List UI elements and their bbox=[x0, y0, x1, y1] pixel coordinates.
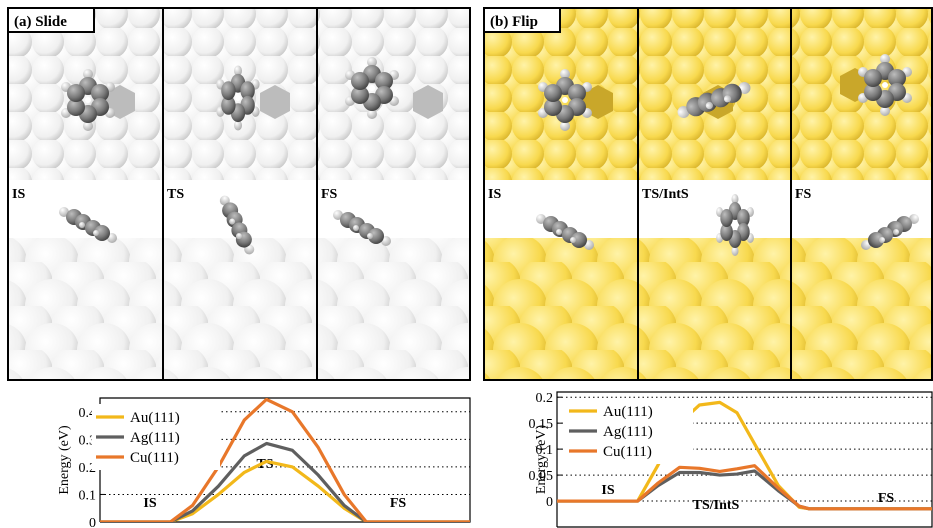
annotation: FS bbox=[390, 496, 407, 511]
annotation: TS/IntS bbox=[693, 498, 740, 513]
frame-label: IS bbox=[12, 187, 25, 202]
y-axis-label: Energy (eV) bbox=[534, 425, 549, 495]
frame-label: FS bbox=[321, 187, 338, 202]
figure: (a) Slide IS TS FS (b) Flip IS TS/IntS F… bbox=[0, 0, 933, 528]
legend-label: Cu(111) bbox=[603, 444, 652, 460]
annotation: IS bbox=[601, 483, 614, 498]
y-tick-label: 0 bbox=[89, 516, 96, 528]
annotation: FS bbox=[878, 491, 895, 506]
legend-label: Au(111) bbox=[130, 410, 180, 426]
legend-label: Ag(111) bbox=[603, 424, 653, 440]
y-tick-label: 0 bbox=[546, 495, 553, 510]
frame-label: FS bbox=[795, 187, 812, 202]
legend-label: Ag(111) bbox=[130, 430, 180, 446]
panel-flip: (b) Flip IS TS/IntS FS bbox=[484, 8, 933, 380]
legend: Au(111) Ag(111) Cu(111) bbox=[565, 398, 693, 464]
annotation: IS bbox=[143, 496, 156, 511]
panel-slide: (a) Slide IS TS FS bbox=[8, 8, 470, 380]
y-tick-label: 0.1 bbox=[79, 488, 97, 503]
legend-label: Cu(111) bbox=[130, 450, 179, 466]
page: {"panels": [ {"label": "(a) Slide", "fra… bbox=[0, 0, 933, 528]
panel-label: (a) Slide bbox=[14, 14, 67, 30]
frame-label: TS/IntS bbox=[642, 187, 689, 202]
panel-label: (b) Flip bbox=[490, 14, 538, 30]
line-series bbox=[100, 461, 470, 522]
legend: Au(111) Ag(111) Cu(111) bbox=[92, 404, 220, 470]
frame-label: IS bbox=[488, 187, 501, 202]
y-tick-label: 0.2 bbox=[536, 391, 554, 406]
legend-label: Au(111) bbox=[603, 404, 653, 420]
frame-label: TS bbox=[167, 187, 184, 202]
y-axis-label: Energy (eV) bbox=[57, 425, 72, 495]
